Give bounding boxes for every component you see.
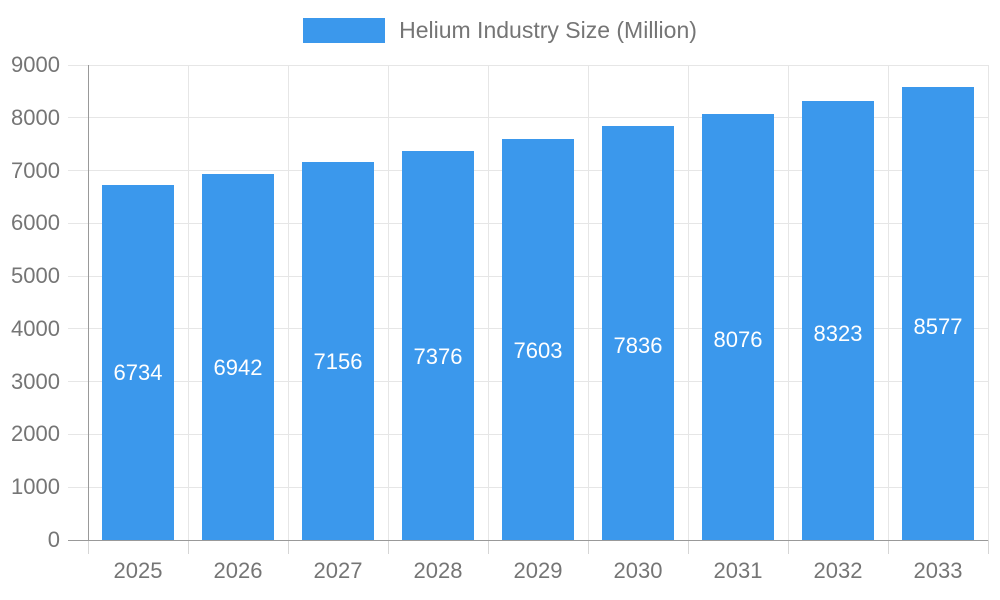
bar-2029[interactable]	[502, 138, 574, 540]
y-tick	[68, 328, 88, 330]
x-tick-label: 2027	[313, 558, 363, 583]
y-tick-label: 8000	[11, 104, 60, 130]
y-tick-label: 1000	[11, 474, 60, 500]
x-tick	[987, 540, 989, 554]
x-gridline	[187, 65, 189, 540]
y-tick-label: 6000	[11, 210, 60, 236]
x-tick-label: 2029	[513, 558, 563, 583]
bar-2031[interactable]	[702, 113, 774, 540]
y-tick	[68, 433, 88, 435]
y-tick-label: 2000	[11, 421, 60, 447]
y-tick	[68, 117, 88, 119]
bar-2032[interactable]	[802, 100, 874, 540]
x-axis-line	[68, 540, 988, 541]
x-tick	[487, 540, 489, 554]
x-tick	[887, 540, 889, 554]
bar-2025[interactable]	[102, 184, 174, 540]
x-tick-label: 2030	[613, 558, 663, 583]
legend-swatch	[303, 17, 386, 43]
x-tick	[687, 540, 689, 554]
y-tick-label: 0	[47, 527, 60, 552]
y-gridline	[88, 64, 988, 66]
y-axis-line	[88, 65, 89, 540]
y-tick-label: 5000	[11, 263, 60, 289]
x-gridline	[487, 65, 489, 540]
x-tick	[787, 540, 789, 554]
y-tick	[68, 275, 88, 277]
x-tick-label: 2032	[813, 558, 863, 583]
x-gridline	[987, 65, 989, 540]
y-tick-label: 4000	[11, 315, 60, 341]
x-gridline	[687, 65, 689, 540]
x-gridline	[887, 65, 889, 540]
bar-2028[interactable]	[402, 150, 474, 540]
x-tick	[587, 540, 589, 554]
x-tick	[87, 540, 89, 554]
x-tick	[387, 540, 389, 554]
bar-2033[interactable]	[902, 87, 974, 540]
y-tick	[68, 170, 88, 172]
x-tick	[287, 540, 289, 554]
y-tick	[68, 381, 88, 383]
x-gridline	[287, 65, 289, 540]
y-tick	[68, 486, 88, 488]
y-tick	[68, 64, 88, 66]
x-gridline	[587, 65, 589, 540]
x-tick-label: 2026	[213, 558, 263, 583]
x-tick-label: 2025	[113, 558, 163, 583]
bar-2026[interactable]	[202, 173, 274, 540]
x-tick-label: 2033	[913, 558, 963, 583]
x-tick-label: 2031	[713, 558, 763, 583]
plot-area: 0 1000 2000 3000 4000 5000 6000 7000 8000 9000 673…	[11, 52, 989, 583]
x-tick	[187, 540, 189, 554]
legend[interactable]: Helium Industry Size (Million)	[0, 14, 1000, 46]
y-gridline	[88, 117, 988, 119]
x-gridline	[387, 65, 389, 540]
x-gridline	[787, 65, 789, 540]
y-tick	[68, 222, 88, 224]
y-tick-label: 3000	[11, 368, 60, 394]
y-tick-label: 7000	[11, 157, 60, 183]
y-tick-label: 9000	[11, 52, 60, 77]
bar-2030[interactable]	[602, 126, 674, 540]
x-tick-label: 2028	[413, 558, 463, 583]
bar-2027[interactable]	[302, 162, 374, 540]
legend-label: Helium Industry Size (Million)	[399, 16, 697, 43]
